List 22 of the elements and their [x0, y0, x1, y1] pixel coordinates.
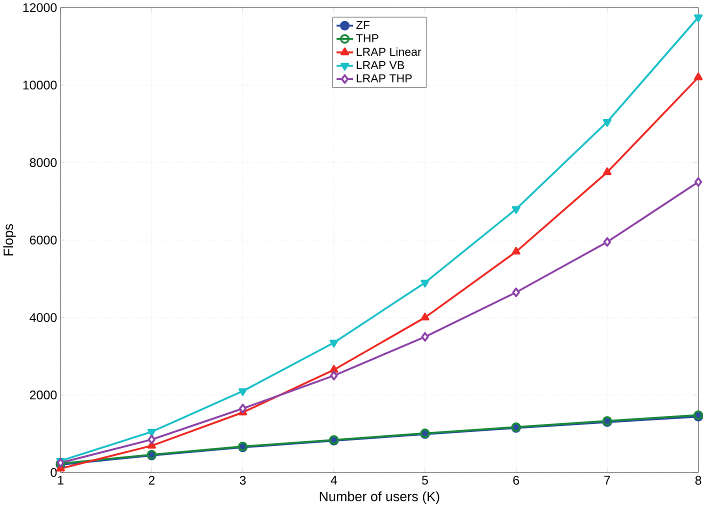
y-tick-label: 8000: [30, 158, 57, 167]
x-tick-label: 5: [422, 476, 428, 485]
y-tick-label: 12000: [23, 3, 57, 12]
x-tick-label: 2: [148, 476, 155, 485]
x-tick-label: 4: [330, 476, 338, 484]
x-tick-label: 1: [58, 476, 64, 484]
legend-label: ZF: [356, 20, 370, 29]
x-tick-label: 7: [604, 476, 610, 484]
legend-label: LRAP THP: [356, 74, 412, 82]
y-tick-label: 6000: [30, 236, 57, 244]
legend-label: LRAP VB: [356, 61, 404, 70]
x-tick-label: 6: [513, 476, 520, 485]
y-tick-label: 10000: [23, 80, 57, 90]
y-tick-label: 4000: [30, 313, 57, 322]
x-tick-label: 8: [695, 476, 702, 485]
y-tick-label: 0: [50, 468, 57, 477]
y-axis-title: Flops: [3, 224, 16, 256]
legend-label: THP: [356, 34, 378, 42]
x-tick-label: 3: [240, 476, 246, 485]
y-tick-label: 2000: [30, 390, 57, 400]
legend-label: LRAP Linear: [356, 47, 422, 56]
x-axis-title: Number of users (K): [320, 491, 440, 504]
